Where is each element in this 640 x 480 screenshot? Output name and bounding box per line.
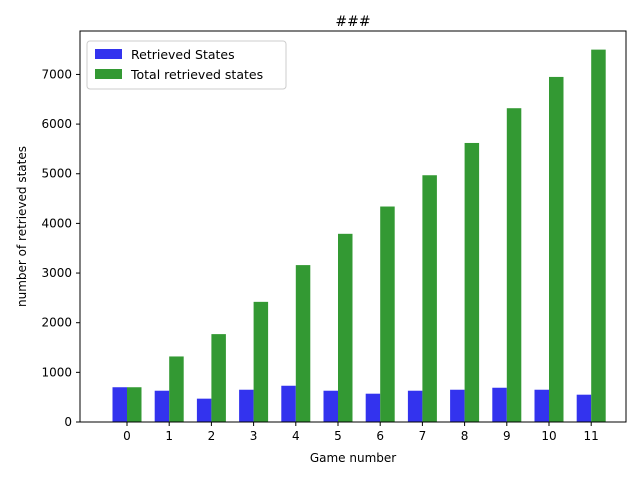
bar-series-2-game-1 — [169, 356, 184, 422]
bar-series-1-game-8 — [450, 389, 465, 422]
legend: Retrieved States Total retrieved states — [86, 40, 287, 90]
bar-series-2-game-10 — [549, 76, 564, 423]
legend-label-2: Total retrieved states — [130, 67, 263, 82]
chart-title: ### — [335, 14, 370, 30]
legend-box — [86, 40, 287, 90]
y-tick-label-6000: 6000 — [41, 117, 72, 131]
bar-series-1-game-9 — [492, 387, 507, 422]
x-axis-label: Game number — [310, 451, 396, 465]
bar-series-1-game-0 — [112, 387, 127, 422]
legend-swatch-2 — [95, 69, 122, 79]
x-axis: 0 1 2 3 4 5 6 7 8 9 10 11 — [123, 422, 599, 443]
bar-series-1-game-2 — [196, 398, 212, 422]
bar-series-2-game-7 — [422, 175, 437, 422]
bars-group — [112, 49, 606, 423]
legend-swatch-1 — [95, 49, 122, 59]
x-tick-label-7: 7 — [419, 429, 427, 443]
bar-series-1-game-10 — [534, 389, 549, 422]
y-tick-label-7000: 7000 — [41, 67, 72, 81]
bar-series-1-game-3 — [239, 389, 254, 422]
x-tick-label-10: 10 — [541, 429, 556, 443]
x-tick-label-8: 8 — [461, 429, 469, 443]
y-tick-label-3000: 3000 — [41, 266, 72, 280]
bar-series-1-game-7 — [407, 390, 423, 422]
y-tick-label-1000: 1000 — [41, 365, 72, 379]
bar-series-2-game-2 — [211, 334, 226, 422]
x-tick-label-4: 4 — [292, 429, 300, 443]
bar-series-1-game-1 — [154, 390, 170, 422]
legend-label-1: Retrieved States — [131, 47, 235, 62]
bar-series-1-game-4 — [281, 385, 296, 422]
bar-series-2-game-9 — [506, 108, 522, 423]
y-tick-label-2000: 2000 — [41, 316, 72, 330]
x-tick-label-9: 9 — [503, 429, 511, 443]
bar-series-1-game-11 — [576, 394, 592, 422]
y-axis: 0 1000 2000 3000 4000 5000 6000 7000 — [41, 67, 80, 429]
bar-series-2-game-6 — [380, 206, 395, 422]
y-tick-label-4000: 4000 — [41, 216, 72, 230]
bar-series-2-game-5 — [338, 233, 353, 422]
x-tick-label-5: 5 — [334, 429, 342, 443]
x-tick-label-11: 11 — [584, 429, 599, 443]
x-tick-label-6: 6 — [376, 429, 384, 443]
bar-series-2-game-4 — [295, 265, 311, 422]
bar-series-2-game-8 — [464, 142, 480, 422]
x-tick-label-1: 1 — [165, 429, 173, 443]
y-axis-label: number of retrieved states — [15, 146, 29, 307]
bar-series-2-game-11 — [591, 49, 606, 423]
x-tick-label-3: 3 — [250, 429, 258, 443]
y-tick-label-5000: 5000 — [41, 167, 72, 181]
x-tick-label-2: 2 — [208, 429, 216, 443]
plot-frame — [79, 30, 627, 423]
bar-series-2-game-0 — [127, 387, 142, 422]
bar-series-1-game-6 — [365, 393, 381, 422]
y-tick-label-0: 0 — [64, 415, 72, 429]
bar-series-2-game-3 — [253, 301, 269, 422]
bar-series-1-game-5 — [323, 390, 338, 422]
x-tick-label-0: 0 — [123, 429, 131, 443]
